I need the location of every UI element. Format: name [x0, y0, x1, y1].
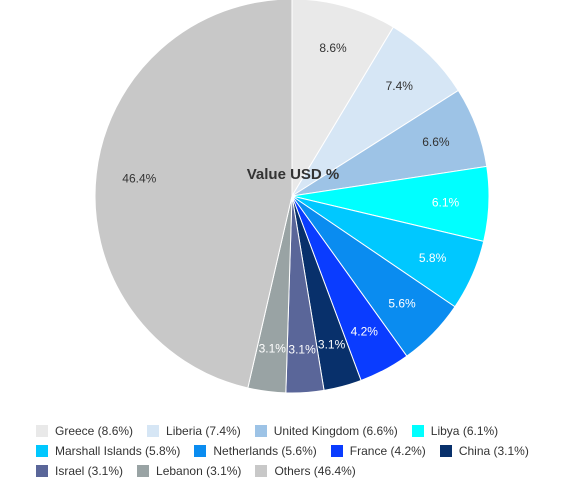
- chart-legend: Greece (8.6%) Liberia (7.4%) United Kingdo…: [36, 421, 576, 481]
- legend-label: France (4.2%): [349, 444, 426, 458]
- slice-label-marshall-islands: 5.8%: [419, 251, 447, 265]
- legend-item-united-kingdom: United Kingdom (6.6%): [254, 424, 398, 438]
- pie-chart: 8.6%7.4%6.6%6.1%5.8%5.6%4.2%3.1%3.1%3.1%…: [94, 0, 490, 394]
- legend-item-libya: Libya (6.1%): [411, 424, 499, 438]
- legend-label: Marshall Islands (5.8%): [55, 444, 181, 458]
- legend-swatch: [36, 445, 48, 457]
- legend-label: China (3.1%): [458, 444, 529, 458]
- slice-label-israel: 3.1%: [288, 342, 316, 356]
- legend-item-israel: Israel (3.1%): [36, 464, 123, 478]
- slice-label-lebanon: 3.1%: [259, 341, 287, 355]
- slice-label-china: 3.1%: [318, 338, 346, 352]
- legend-label: Liberia (7.4%): [166, 424, 241, 438]
- legend-item-lebanon: Lebanon (3.1%): [137, 464, 241, 478]
- legend-label: Netherlands (5.6%): [213, 444, 317, 458]
- legend-item-netherlands: Netherlands (5.6%): [194, 444, 317, 458]
- chart-title: Value USD %: [247, 166, 340, 183]
- legend-swatch: [36, 465, 48, 477]
- legend-label: Lebanon (3.1%): [156, 464, 242, 478]
- pie-slices: [94, 0, 490, 394]
- legend-swatch: [254, 425, 267, 437]
- slice-label-liberia: 7.4%: [386, 79, 414, 93]
- pie-slice-greece: [291, 0, 395, 198]
- legend-row: Israel (3.1%) Lebanon (3.1%) Others (46.4%…: [36, 461, 576, 481]
- legend-row: Marshall Islands (5.8%) Netherlands (5.6%…: [36, 441, 576, 461]
- legend-swatch: [137, 465, 150, 477]
- legend-item-china: China (3.1%): [439, 444, 529, 458]
- legend-swatch: [411, 425, 424, 437]
- legend-item-others: Others (46.4%): [255, 464, 356, 478]
- slice-label-greece: 8.6%: [319, 41, 347, 55]
- legend-label: Israel (3.1%): [55, 464, 124, 478]
- legend-swatch: [194, 445, 207, 457]
- legend-item-greece: Greece (8.6%): [36, 424, 133, 438]
- legend-swatch: [147, 425, 160, 437]
- legend-item-marshall-islands: Marshall Islands (5.8%): [36, 444, 180, 458]
- legend-swatch: [330, 445, 343, 457]
- legend-swatch: [439, 445, 452, 457]
- slice-label-netherlands: 5.6%: [388, 296, 416, 310]
- legend-label: Libya (6.1%): [430, 424, 499, 438]
- legend-item-france: France (4.2%): [330, 444, 426, 458]
- legend-label: United Kingdom (6.6%): [273, 424, 398, 438]
- legend-row: Greece (8.6%) Liberia (7.4%) United Kingdo…: [36, 421, 576, 441]
- slice-label-others: 46.4%: [122, 172, 156, 186]
- pie-slice-labels: 8.6%7.4%6.6%6.1%5.8%5.6%4.2%3.1%3.1%3.1%…: [122, 41, 459, 356]
- slice-label-libya: 6.1%: [432, 195, 460, 209]
- legend-item-liberia: Liberia (7.4%): [147, 424, 241, 438]
- slice-label-france: 4.2%: [351, 325, 379, 339]
- legend-label: Others (46.4%): [274, 464, 356, 478]
- pie-slice-others: [94, 0, 293, 389]
- legend-label: Greece (8.6%): [55, 424, 134, 438]
- legend-swatch: [255, 465, 268, 477]
- legend-swatch: [36, 425, 48, 437]
- slice-label-united-kingdom: 6.6%: [422, 135, 450, 149]
